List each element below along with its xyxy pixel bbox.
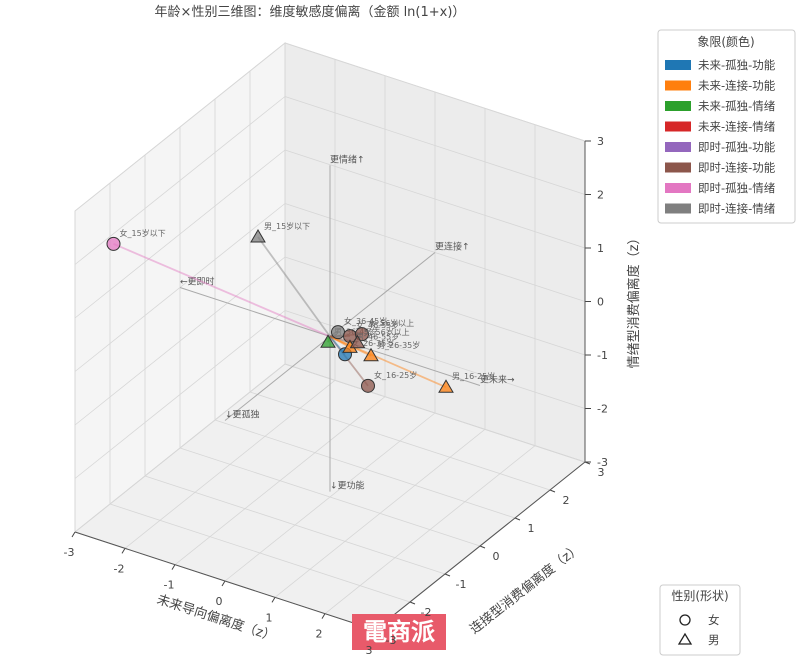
z-tick-label: 2	[597, 189, 604, 202]
axis-guide-label: ↓更孤独	[225, 409, 260, 421]
tick-mark	[172, 565, 175, 570]
point	[362, 379, 375, 392]
point	[332, 326, 345, 339]
legend-label: 即时-孤独-情绪	[698, 181, 776, 195]
legend-title: 象限(颜色)	[697, 34, 754, 49]
tick-mark	[550, 490, 555, 492]
y-axis-label: 连接型消费偏离度（z）	[467, 540, 585, 637]
x-tick-label: -1	[164, 579, 175, 592]
y-tick-label: -3	[386, 634, 397, 647]
tick-mark	[272, 597, 275, 602]
z-tick-label: -1	[597, 349, 608, 362]
z-tick-label: 3	[597, 135, 604, 148]
y-tick-label: -1	[456, 578, 467, 591]
point-label: 男_15岁以下	[264, 221, 310, 231]
z-tick-label: 0	[597, 296, 604, 309]
x-tick-label: -2	[114, 562, 125, 575]
legend-swatch	[665, 122, 691, 132]
legend-swatch	[665, 142, 691, 152]
legend-swatch	[665, 204, 691, 214]
y-tick-label: 0	[493, 550, 500, 563]
legend-swatch	[665, 183, 691, 193]
watermark: 電商派	[363, 618, 435, 646]
legend-swatch	[665, 163, 691, 173]
tick-mark	[222, 581, 225, 586]
axis-guide-label: 更连接↑	[435, 241, 470, 253]
legend-label: 未来-孤独-功能	[698, 58, 776, 72]
point-label: 女_15岁以下	[120, 228, 166, 238]
x-tick-label: 0	[216, 595, 223, 608]
legend-label: 未来-连接-功能	[698, 79, 776, 93]
tick-mark	[122, 548, 125, 553]
legend-swatch	[665, 81, 691, 91]
x-tick-label: 1	[266, 611, 273, 624]
z-axis-label: 情绪型消费偏离度（z）	[626, 232, 642, 369]
tick-mark	[322, 614, 325, 619]
y-tick-label: 1	[528, 522, 535, 535]
legend-label: 即时-孤独-功能	[698, 140, 776, 154]
y-tick-label: -2	[421, 606, 432, 619]
legend-label: 未来-连接-情绪	[698, 120, 776, 134]
x-tick-label: 2	[316, 628, 323, 641]
y-tick-label: 2	[563, 494, 570, 507]
legend-label: 未来-孤独-情绪	[698, 99, 776, 113]
tick-mark	[480, 546, 485, 548]
legend-swatch	[665, 60, 691, 70]
axis-guide-label: 更情绪↑	[330, 153, 365, 165]
tick-mark	[445, 574, 450, 576]
legend-label: 男	[708, 633, 720, 647]
legend-title: 性别(形状)	[671, 589, 728, 603]
axis-guide-label: ↓更功能	[330, 480, 365, 492]
tick-mark	[410, 602, 415, 604]
z-tick-label: -2	[597, 403, 608, 416]
z-tick-label: -3	[597, 456, 608, 469]
z-tick-label: 1	[597, 242, 604, 255]
legend-swatch	[665, 101, 691, 111]
tick-mark	[72, 532, 75, 537]
x-tick-label: -3	[64, 546, 75, 559]
point	[107, 237, 120, 250]
chart-title: 年龄×性别三维图：维度敏感度偏离（金额 ln(1+x)）	[155, 4, 466, 20]
tick-mark	[515, 518, 520, 520]
legend-label: 即时-连接-功能	[698, 161, 776, 175]
point-label: 男_16-25岁	[452, 371, 495, 381]
point-label: 男_56岁以上	[364, 327, 410, 337]
legend-label: 即时-连接-情绪	[698, 202, 776, 216]
legend-label: 女	[708, 613, 720, 627]
x-tick-label: 3	[366, 644, 373, 657]
point-label: 女_56岁以上	[368, 318, 414, 328]
point-label: 女_16-25岁	[374, 370, 417, 380]
